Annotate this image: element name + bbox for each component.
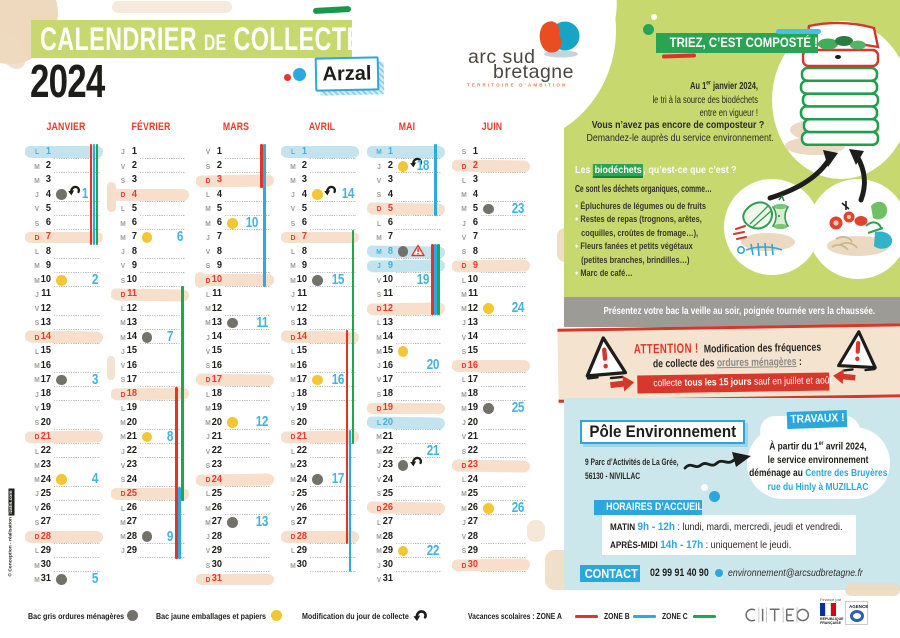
svg-text:TERRITOIRE D’AMBITION: TERRITOIRE D’AMBITION [467,83,567,88]
svg-text:bretagne: bretagne [493,61,574,83]
svg-text:arc sud: arc sud [468,46,535,68]
